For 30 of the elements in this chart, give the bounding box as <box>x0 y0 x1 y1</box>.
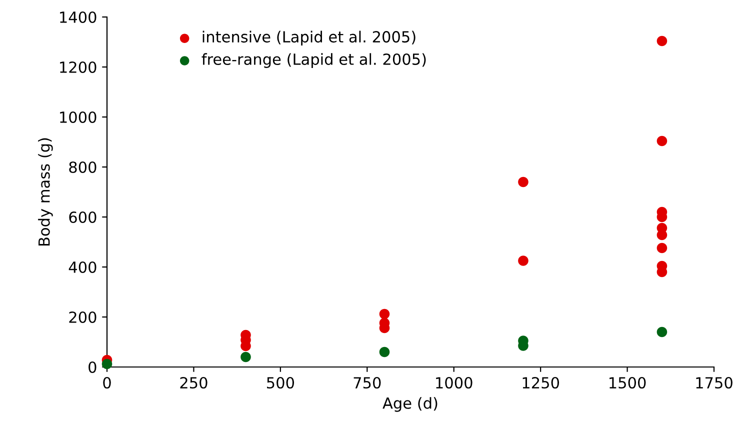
point <box>379 346 390 358</box>
point <box>656 136 668 146</box>
y-tick-label: 1400 <box>60 11 96 24</box>
x-tick-label: 250 <box>180 376 208 389</box>
y-tick-label: 800 <box>69 161 96 174</box>
point <box>102 358 112 370</box>
point <box>240 352 251 362</box>
legend-label: free-range (Lapid et al. 2005) <box>202 53 426 68</box>
point <box>656 242 668 254</box>
point <box>656 36 668 46</box>
x-tick-label: 750 <box>354 376 381 389</box>
y-axis-title: Body mass (g) <box>38 138 53 246</box>
x-tick-label: 1000 <box>436 376 472 389</box>
point <box>518 256 528 266</box>
x-tick-label: 1250 <box>522 376 559 389</box>
y-tick-label: 1200 <box>60 61 96 74</box>
point <box>518 176 528 188</box>
x-tick-label: 500 <box>267 376 294 389</box>
y-tick-label: 600 <box>69 211 96 224</box>
y-tick-label: 1000 <box>60 111 96 124</box>
x-tick-label: 0 <box>103 376 111 389</box>
point <box>656 326 668 338</box>
point <box>379 308 390 320</box>
legend-label: intensive (Lapid et al. 2005) <box>202 30 416 46</box>
x-tick-label: 1500 <box>610 376 646 389</box>
x-axis-title: Age (d) <box>382 397 438 412</box>
x-tick-label: 1750 <box>696 376 732 389</box>
y-tick-label: 400 <box>68 261 96 274</box>
y-tick-label: 0 <box>88 361 96 374</box>
y-tick-label: 200 <box>69 311 96 324</box>
